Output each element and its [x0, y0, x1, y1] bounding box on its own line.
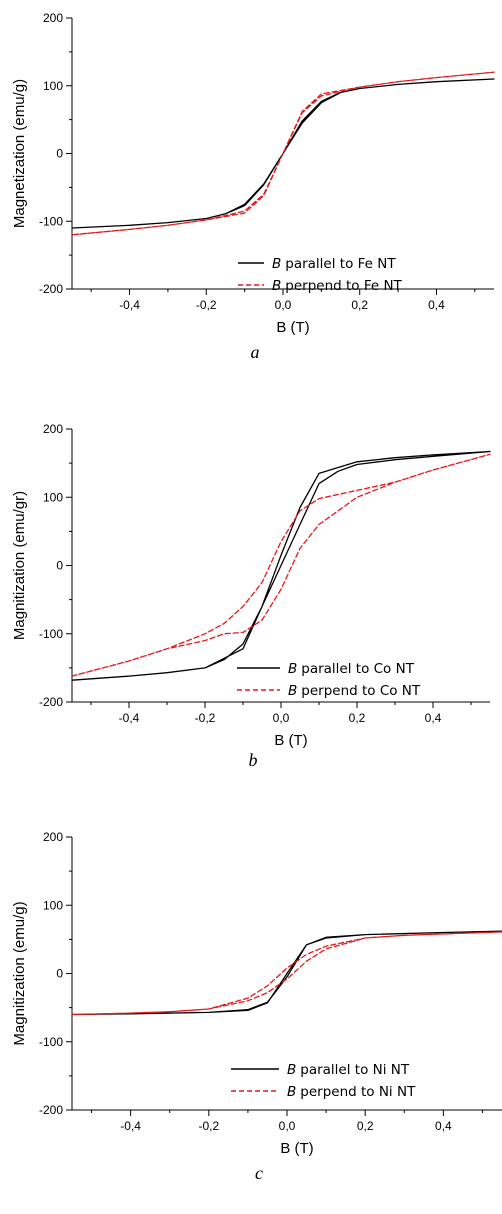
chart-panel-a: -200 -100 0 100 200 -0,4 -0,2 0,0 0,2 0,4 B (T) Mag…	[11, 11, 495, 362]
series-line-perpend	[71, 931, 502, 1016]
series-line-parallel	[71, 78, 495, 229]
y-tick-label: 100	[43, 490, 63, 504]
x-tick-label: 0,2	[349, 711, 366, 725]
x-tick-label: 0,0	[273, 711, 290, 725]
legend-symbol: B	[272, 256, 281, 272]
legend-symbol: B	[287, 1084, 296, 1100]
x-tick-label: 0,0	[279, 1119, 296, 1133]
series-line-perpend	[71, 71, 495, 236]
x-tick-label: 0,2	[351, 298, 368, 312]
y-tick-label: -100	[39, 627, 63, 641]
y-axis-label: Magnitization (emu/gr)	[11, 491, 28, 640]
y-axis-label: Magnitization (emu/g)	[11, 901, 28, 1045]
y-tick-label: 0	[56, 967, 63, 981]
legend-text: perpend to Ni NT	[300, 1084, 416, 1100]
legend-text: perpend to Fe NT	[285, 278, 402, 294]
legend-symbol: B	[287, 1062, 296, 1078]
x-tick-label: -0,2	[195, 711, 216, 725]
y-axis-label: Magnetization (emu/g)	[11, 79, 28, 228]
y-tick-label: -200	[39, 282, 63, 296]
y-tick-label: 100	[43, 898, 63, 912]
legend-text: parallel to Ni NT	[300, 1062, 410, 1078]
x-tick-label: 0,4	[428, 298, 445, 312]
x-tick-label: -0,4	[120, 1119, 141, 1133]
x-tick-label: -0,4	[119, 711, 140, 725]
y-tick-label: -100	[39, 214, 63, 228]
x-tick-label: -0,4	[119, 298, 140, 312]
panel-caption: a	[251, 342, 260, 362]
y-tick-label: 0	[56, 147, 63, 161]
chart-panel-c: -200 -100 0 100 200 -0,4 -0,2 0,0 0,2 0,4 B (T) Mag…	[11, 830, 502, 1183]
legend-text: parallel to Co NT	[301, 661, 414, 677]
x-axis-label: B (T)	[274, 732, 307, 749]
y-tick-label: 200	[43, 422, 63, 436]
legend-symbol: B	[272, 278, 281, 294]
panel-caption: c	[255, 1163, 263, 1183]
series-line-parallel	[71, 930, 502, 1016]
y-tick-label: 100	[43, 79, 63, 93]
legend-symbol: B	[288, 661, 297, 677]
x-tick-label: 0,4	[435, 1119, 452, 1133]
y-tick-label: -100	[39, 1035, 63, 1049]
x-tick-label: 0,2	[357, 1119, 374, 1133]
y-tick-label: 200	[43, 11, 63, 25]
panel-caption: b	[249, 750, 258, 770]
y-tick-label: -200	[39, 1103, 63, 1117]
x-tick-label: -0,2	[198, 1119, 219, 1133]
x-tick-label: 0,0	[275, 298, 292, 312]
y-tick-label: 0	[56, 559, 63, 573]
x-tick-label: -0,2	[196, 298, 217, 312]
x-axis-label: B (T)	[276, 319, 309, 336]
chart-panel-b: -200 -100 0 100 200 -0,4 -0,2 0,0 0,2 0,4 B (T) Mag…	[11, 422, 491, 770]
legend-text: parallel to Fe NT	[285, 256, 396, 272]
series-line-parallel	[71, 450, 491, 681]
series-line-perpend	[71, 453, 491, 677]
x-tick-label: 0,4	[425, 711, 442, 725]
x-axis-label: B (T)	[280, 1140, 313, 1157]
y-tick-label: -200	[39, 695, 63, 709]
legend-text: perpend to Co NT	[301, 683, 421, 699]
y-tick-label: 200	[43, 830, 63, 844]
legend-symbol: B	[288, 683, 297, 699]
